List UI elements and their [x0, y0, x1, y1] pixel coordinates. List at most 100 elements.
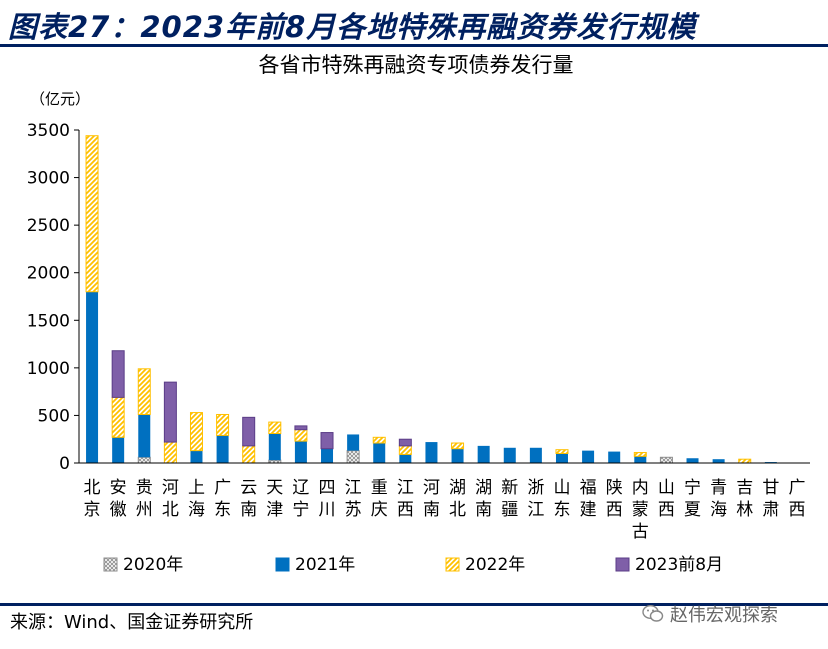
x-tick-label: 宁 — [684, 478, 701, 498]
bar-segment — [268, 433, 281, 461]
x-tick-label: 北 — [449, 500, 466, 520]
x-tick-label: 南 — [240, 500, 257, 520]
x-tick-label: 宁 — [292, 500, 309, 520]
y-tick-label: 2000 — [27, 264, 70, 284]
bar-segment — [163, 441, 177, 464]
bar-segment — [216, 413, 230, 436]
bar-segment — [190, 450, 203, 463]
x-tick-label: 海 — [710, 500, 727, 520]
legend-swatch — [445, 557, 460, 572]
x-tick-label: 湖 — [449, 478, 466, 498]
x-tick-label: 建 — [580, 500, 597, 520]
x-tick-label: 庆 — [371, 500, 388, 520]
x-axis-labels: 北京安徽贵州河北上海广东云南天津辽宁四川江苏重庆江西河南湖北湖南新疆浙江山东福建… — [84, 478, 806, 542]
bar-segment — [712, 459, 725, 463]
x-tick-label: 四 — [319, 478, 336, 498]
x-tick-label: 内 — [632, 478, 649, 498]
bar-segment — [138, 414, 151, 458]
bar-segment — [346, 450, 360, 464]
bar-segment — [85, 135, 99, 293]
bar-segment — [86, 291, 99, 463]
bar-segment — [216, 435, 229, 463]
bar-segment — [373, 443, 386, 463]
bar-segment — [372, 436, 386, 444]
bar-segment — [582, 450, 595, 463]
x-tick-label: 江 — [397, 478, 414, 498]
bar-segment — [242, 445, 256, 464]
x-tick-label: 河 — [423, 478, 440, 498]
x-tick-label: 川 — [319, 500, 336, 520]
x-tick-label: 西 — [606, 500, 623, 520]
x-tick-label: 甘 — [762, 478, 779, 498]
x-tick-label: 上 — [188, 478, 205, 498]
x-tick-label: 河 — [162, 478, 179, 498]
x-tick-label: 广 — [788, 478, 805, 498]
chart-title: 各省市特殊再融资专项债券发行量 — [259, 53, 574, 77]
x-tick-label: 北 — [162, 500, 179, 520]
x-tick-label: 广 — [214, 478, 231, 498]
x-tick-label: 安 — [110, 478, 127, 498]
x-tick-label: 南 — [475, 500, 492, 520]
bar-segment — [659, 456, 673, 464]
x-tick-label: 天 — [266, 478, 283, 498]
bar-segment — [347, 434, 360, 451]
x-tick-label: 云 — [240, 478, 257, 498]
watermark-text: 赵伟宏观探索 — [670, 605, 778, 626]
x-tick-label: 青 — [710, 478, 727, 498]
y-axis-label: （亿元） — [30, 90, 90, 108]
bar-segment — [555, 453, 568, 463]
x-tick-label: 京 — [84, 500, 101, 520]
bar-segment — [112, 437, 125, 463]
bar-segment — [555, 449, 569, 454]
x-tick-label: 福 — [580, 478, 597, 498]
x-tick-label: 疆 — [501, 500, 518, 520]
legend-swatch — [275, 557, 290, 572]
y-tick-label: 0 — [59, 454, 70, 474]
x-tick-label: 湖 — [475, 478, 492, 498]
wechat-icon — [642, 604, 664, 622]
legend-label: 2022年 — [465, 555, 525, 575]
y-tick-label: 1000 — [27, 359, 70, 379]
x-tick-label: 江 — [345, 478, 362, 498]
source-note: 来源：Wind、国金证券研究所 — [10, 612, 254, 633]
title-divider — [0, 44, 828, 47]
x-tick-label: 西 — [397, 500, 414, 520]
x-tick-label: 州 — [136, 500, 153, 520]
bar-segment — [425, 442, 438, 463]
x-tick-label: 南 — [423, 500, 440, 520]
y-tick-label: 3500 — [27, 121, 70, 141]
x-tick-label: 陕 — [606, 478, 623, 498]
bar-segment — [634, 456, 647, 463]
watermark: 赵伟宏观探索 — [642, 600, 778, 628]
legend-swatch — [615, 557, 630, 572]
x-tick-label: 西 — [658, 500, 675, 520]
y-axis-ticks: 0 500 1000 1500 2000 2500 3000 3500 — [27, 121, 79, 474]
y-tick-label: 3000 — [27, 169, 70, 189]
y-tick-label: 2500 — [27, 216, 70, 236]
bar-segment — [137, 456, 151, 464]
bar-segment — [242, 416, 256, 447]
bar-segment — [738, 458, 752, 464]
x-tick-label: 江 — [527, 500, 544, 520]
bar-segment — [503, 447, 516, 463]
bar-segment — [477, 445, 490, 463]
legend-label: 2023前8月 — [635, 555, 723, 575]
x-tick-label: 蒙 — [632, 500, 649, 520]
x-tick-label: 东 — [553, 500, 570, 520]
x-tick-label: 吉 — [736, 478, 753, 498]
x-tick-label: 西 — [788, 500, 805, 520]
bar-segment — [268, 421, 282, 435]
y-tick-label: 1500 — [27, 311, 70, 331]
bar-segment — [686, 458, 699, 463]
bars — [85, 135, 803, 464]
bar-segment — [398, 445, 412, 455]
x-tick-label: 贵 — [136, 478, 153, 498]
bottom-divider — [0, 603, 828, 606]
bar-segment — [137, 368, 151, 415]
bar-segment — [451, 442, 465, 450]
legend: 2020年 2021年 2022年 2023前8月 — [103, 555, 723, 575]
legend-swatch — [103, 557, 118, 572]
x-tick-label: 肃 — [762, 500, 779, 520]
bar-segment — [294, 425, 308, 431]
x-tick-label: 北 — [84, 478, 101, 498]
